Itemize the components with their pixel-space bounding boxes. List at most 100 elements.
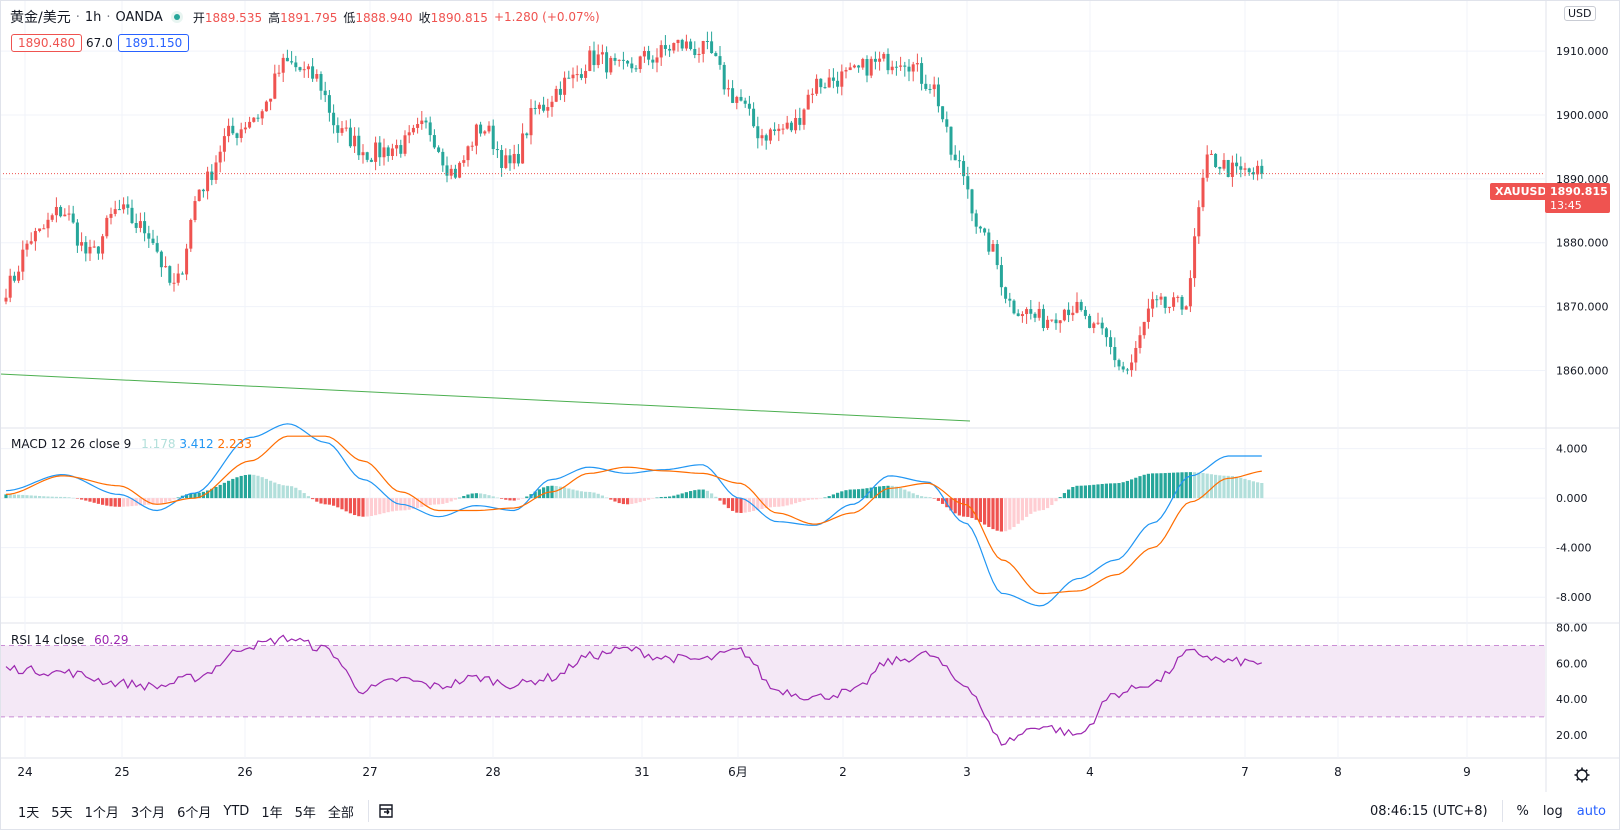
currency-badge[interactable]: USD bbox=[1564, 6, 1596, 21]
macd-histogram-bar bbox=[504, 498, 508, 500]
candle-body bbox=[126, 204, 130, 208]
macd-histogram-bar bbox=[109, 498, 113, 507]
range-button[interactable]: 3个月 bbox=[130, 805, 166, 821]
rsi-legend[interactable]: RSI 14 close 60.29 bbox=[11, 633, 129, 647]
settings-gear-icon[interactable] bbox=[1574, 767, 1590, 783]
macd-histogram-bar bbox=[1096, 484, 1100, 499]
candle-body bbox=[1062, 309, 1066, 321]
time-axis-label: 25 bbox=[114, 765, 129, 779]
macd-histogram-bar bbox=[239, 475, 243, 499]
candle-body bbox=[1142, 321, 1146, 336]
candle-body bbox=[1138, 335, 1142, 348]
log-scale-toggle[interactable]: log bbox=[1542, 803, 1563, 819]
ohlc-open: 开1889.535 bbox=[193, 9, 262, 26]
candle-body bbox=[584, 70, 588, 78]
ohlc-low-value: 1888.940 bbox=[355, 10, 413, 25]
candle-body bbox=[546, 107, 550, 111]
market-status-icon[interactable] bbox=[170, 11, 183, 23]
macd-histogram-bar bbox=[764, 498, 768, 509]
range-button[interactable]: 5年 bbox=[294, 805, 316, 821]
macd-histogram-bar bbox=[42, 496, 46, 499]
candle-body bbox=[487, 125, 491, 132]
range-button[interactable]: YTD bbox=[223, 803, 250, 819]
range-button[interactable]: 5天 bbox=[51, 805, 73, 821]
candle-body bbox=[1260, 165, 1264, 174]
buy-quote[interactable]: 1891.150 bbox=[118, 33, 190, 53]
candle-body bbox=[764, 135, 768, 141]
macd-histogram-bar bbox=[1247, 480, 1251, 499]
candle-body bbox=[420, 120, 424, 125]
candle-body bbox=[827, 77, 831, 88]
macd-histogram-bar bbox=[1130, 479, 1134, 499]
range-button[interactable]: 1天 bbox=[18, 805, 40, 821]
clock-time[interactable]: 08:46:15 (UTC+8) bbox=[1369, 803, 1488, 819]
candle-body bbox=[155, 243, 159, 252]
candle-body bbox=[264, 101, 268, 112]
candle-body bbox=[1050, 319, 1054, 321]
macd-histogram-bar bbox=[873, 486, 877, 499]
macd-histogram-bar bbox=[390, 498, 394, 512]
candle-body bbox=[214, 162, 218, 180]
candle-body bbox=[1046, 319, 1050, 328]
macd-histogram-bar bbox=[907, 491, 911, 499]
auto-scale-toggle[interactable]: auto bbox=[1576, 803, 1606, 819]
macd-histogram-bar bbox=[189, 493, 193, 499]
macd-histogram-bar bbox=[382, 498, 386, 514]
percent-scale-toggle[interactable]: % bbox=[1516, 803, 1529, 819]
macd-histogram-bar bbox=[424, 498, 428, 506]
candle-body bbox=[474, 124, 478, 146]
range-button[interactable]: 1个月 bbox=[84, 805, 119, 821]
candle-body bbox=[75, 222, 79, 246]
macd-histogram-bar bbox=[1029, 498, 1033, 514]
macd-histogram-bar bbox=[80, 498, 84, 500]
candle-body bbox=[1125, 369, 1129, 371]
candle-body bbox=[596, 54, 600, 66]
macd-histogram-bar bbox=[962, 498, 966, 517]
candle-body bbox=[390, 148, 394, 156]
candle-body bbox=[218, 151, 222, 163]
macd-histogram-bar bbox=[243, 475, 247, 499]
macd-histogram-bar bbox=[344, 498, 348, 512]
gear-tooth bbox=[1576, 769, 1580, 773]
candle-body bbox=[25, 243, 29, 250]
buy-price[interactable]: 1891.150 bbox=[118, 34, 190, 52]
candle-body bbox=[1235, 162, 1239, 167]
candle-body bbox=[609, 57, 613, 73]
ohlc-high-label: 高 bbox=[268, 10, 281, 25]
candle-body bbox=[957, 160, 961, 162]
macd-histogram-bar bbox=[689, 491, 693, 499]
range-button[interactable]: 全部 bbox=[327, 805, 354, 821]
sell-quote[interactable]: 1890.480 bbox=[11, 33, 83, 53]
macd-histogram-bar bbox=[840, 491, 844, 499]
sell-price[interactable]: 1890.480 bbox=[11, 34, 83, 52]
macd-legend[interactable]: MACD 12 26 close 9 1.178 3.412 2.233 bbox=[11, 437, 252, 451]
macd-histogram-bar bbox=[336, 498, 340, 508]
macd-histogram-bar bbox=[365, 498, 369, 517]
macd-histogram-bar bbox=[584, 491, 588, 499]
macd-histogram-bar bbox=[563, 487, 567, 499]
candle-body bbox=[407, 132, 411, 136]
macd-histogram-bar bbox=[323, 498, 327, 505]
candle-body bbox=[332, 112, 336, 126]
candle-body bbox=[348, 127, 352, 147]
candle-body bbox=[941, 106, 945, 120]
candle-body bbox=[932, 84, 936, 90]
candle-body bbox=[1146, 308, 1150, 322]
interval-label[interactable]: 1h bbox=[84, 9, 102, 25]
candle-body bbox=[991, 244, 995, 252]
candle-body bbox=[1151, 299, 1155, 309]
candle-body bbox=[529, 107, 533, 136]
macd-histogram-bar bbox=[151, 498, 155, 505]
goto-date-icon[interactable] bbox=[377, 802, 395, 820]
candle-body bbox=[806, 94, 810, 110]
range-button[interactable]: 1年 bbox=[261, 805, 283, 821]
macd-histogram-bar bbox=[1251, 481, 1255, 499]
macd-title: MACD 12 26 close 9 bbox=[11, 437, 132, 451]
macd-histogram-bar bbox=[676, 494, 680, 499]
range-button[interactable]: 6个月 bbox=[177, 805, 212, 821]
symbol-name[interactable]: 黄金/美元 bbox=[10, 10, 71, 26]
candle-body bbox=[689, 41, 693, 50]
macd-histogram-bar bbox=[1033, 498, 1037, 512]
macd-histogram-bar bbox=[567, 488, 571, 499]
